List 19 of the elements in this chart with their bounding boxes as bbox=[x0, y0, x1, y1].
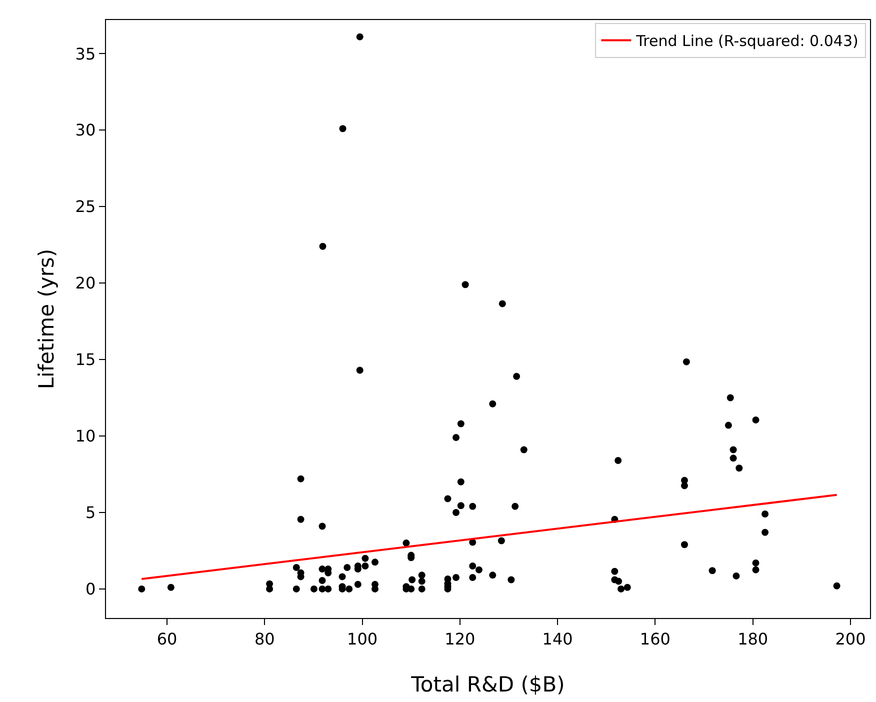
x-tick-label: 160 bbox=[640, 629, 670, 648]
y-tick-label: 25 bbox=[75, 197, 96, 216]
y-tick-label: 30 bbox=[75, 120, 96, 140]
y-tick-label: 5 bbox=[85, 503, 96, 522]
x-axis-title: Total R&D ($B) bbox=[410, 672, 565, 696]
x-tick-label: 140 bbox=[542, 629, 573, 648]
y-tick-label: 20 bbox=[75, 274, 96, 293]
y-tick-label: 0 bbox=[85, 580, 96, 599]
y-tick-label: 15 bbox=[75, 350, 96, 370]
x-tick-label: 120 bbox=[444, 629, 476, 648]
y-tick-label: 35 bbox=[75, 44, 96, 64]
x-tick-label: 80 bbox=[254, 629, 275, 648]
x-tick-label: 60 bbox=[156, 629, 178, 648]
x-tick-label: 200 bbox=[835, 629, 866, 648]
legend-label: Trend Line (R-squared: 0.043) bbox=[635, 32, 858, 50]
y-axis-title: Lifetime (yrs) bbox=[34, 248, 59, 390]
y-tick-label: 10 bbox=[75, 426, 96, 446]
x-tick-label: 180 bbox=[738, 629, 768, 648]
x-tick-label: 100 bbox=[347, 629, 378, 648]
